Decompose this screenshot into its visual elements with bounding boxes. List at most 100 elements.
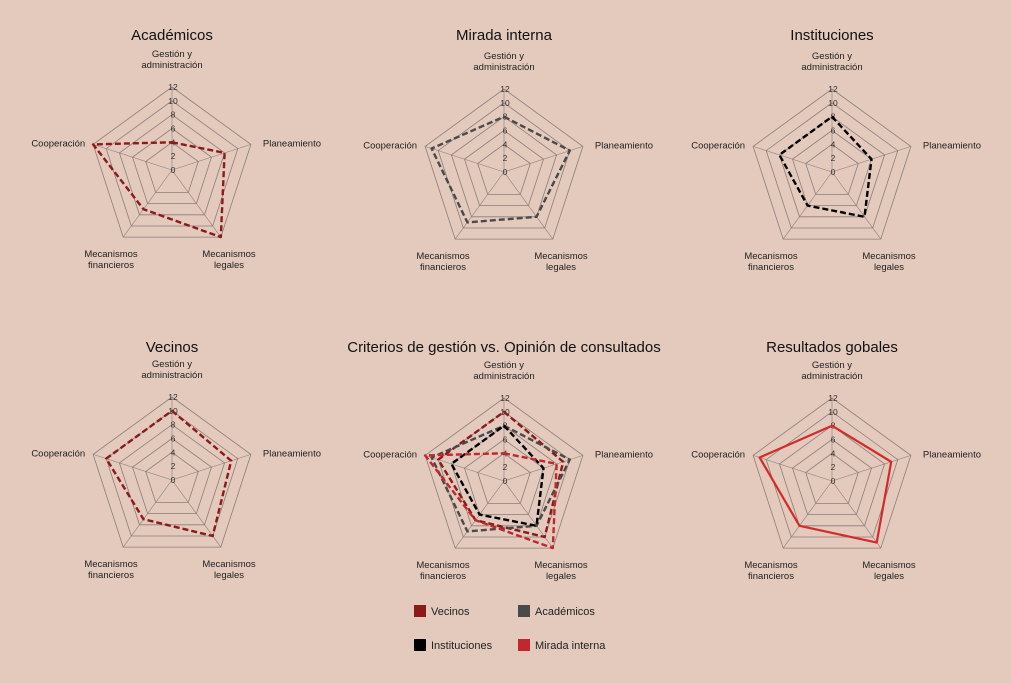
series-line-academicos-chart bbox=[91, 141, 226, 239]
legend-swatch-instituciones bbox=[414, 639, 426, 651]
legend-swatch-vecinos bbox=[414, 605, 426, 617]
legend-label-mirada-interna: Mirada interna bbox=[535, 640, 606, 652]
grid-ring bbox=[450, 116, 558, 218]
grid-ring bbox=[424, 397, 584, 549]
axis-label-gestion-y-administracion: Gestión y administración bbox=[801, 360, 862, 382]
tick-label: 0 bbox=[831, 167, 836, 177]
axis-label-gestion-y-administracion: Gestión y administración bbox=[801, 51, 862, 73]
axis-label-cooperacion: Cooperación bbox=[363, 140, 417, 151]
tick-label: 2 bbox=[171, 151, 176, 161]
tick-label: 10 bbox=[500, 98, 510, 108]
axis-spoke bbox=[171, 169, 222, 238]
axis-spoke bbox=[122, 479, 173, 548]
chart-title: Instituciones bbox=[790, 27, 873, 44]
axis-label-cooperacion: Cooperación bbox=[691, 449, 745, 460]
axis-label-mecanismos-legales: Mecanismos legales bbox=[534, 560, 588, 582]
axis-label-mecanismos-legales: Mecanismos legales bbox=[862, 560, 916, 582]
tick-label: 12 bbox=[168, 82, 178, 92]
tick-label: 12 bbox=[500, 393, 510, 403]
legend-label-vecinos: Vecinos bbox=[431, 606, 470, 618]
tick-label: 8 bbox=[171, 420, 176, 430]
grid-ring bbox=[792, 130, 872, 207]
grid-ring bbox=[145, 141, 199, 193]
tick-label: 4 bbox=[503, 139, 508, 149]
grid-ring bbox=[765, 102, 899, 229]
tick-label: 6 bbox=[171, 434, 176, 444]
chart-title: Mirada interna bbox=[456, 27, 553, 44]
axis-spoke bbox=[171, 454, 251, 481]
grid-ring bbox=[778, 116, 886, 218]
axis-spoke bbox=[831, 455, 911, 482]
axis-label-mecanismos-financieros: Mecanismos financieros bbox=[744, 560, 798, 582]
legend: Vecinos Académicos Instituciones Mirada … bbox=[414, 605, 606, 652]
grid-ring bbox=[437, 102, 571, 229]
series-line-resultados-chart bbox=[758, 424, 893, 544]
axis-spoke bbox=[171, 144, 251, 171]
chart-title: Vecinos bbox=[146, 339, 199, 356]
axis-label-mecanismos-financieros: Mecanismos financieros bbox=[84, 249, 138, 271]
grid-ring bbox=[145, 451, 199, 503]
tick-label: 0 bbox=[171, 165, 176, 175]
tick-label: 2 bbox=[831, 462, 836, 472]
radar-chart-criterios-de-gestion-vs-opinion-de-consultados: Criterios de gestión vs. Opinión de cons… bbox=[347, 339, 661, 582]
axis-label-planeamiento: Planeamiento bbox=[923, 449, 981, 460]
tick-label: 6 bbox=[831, 126, 836, 136]
grid-ring bbox=[118, 424, 226, 526]
axis-label-gestion-y-administracion: Gestión y administración bbox=[141, 359, 202, 381]
grid-ring bbox=[752, 397, 912, 549]
grid-ring bbox=[450, 425, 558, 527]
axis-label-cooperacion: Cooperación bbox=[31, 448, 85, 459]
series-line-instituciones bbox=[450, 424, 545, 527]
axis-label-mecanismos-legales: Mecanismos legales bbox=[202, 249, 256, 271]
series-line-instituciones-chart bbox=[778, 115, 873, 219]
legend-label-instituciones: Instituciones bbox=[431, 640, 493, 652]
tick-label: 0 bbox=[171, 475, 176, 485]
axis-label-planeamiento: Planeamiento bbox=[595, 140, 653, 151]
axis-spoke bbox=[425, 146, 505, 173]
axis-spoke bbox=[122, 169, 173, 238]
grid-ring bbox=[477, 452, 531, 504]
tick-label: 12 bbox=[828, 393, 838, 403]
legend-swatch-mirada-interna bbox=[518, 639, 530, 651]
grid-ring bbox=[92, 396, 252, 548]
axis-label-mecanismos-legales: Mecanismos legales bbox=[862, 251, 916, 273]
tick-label: 0 bbox=[503, 167, 508, 177]
tick-label: 6 bbox=[831, 435, 836, 445]
axis-label-planeamiento: Planeamiento bbox=[923, 140, 981, 151]
axis-label-mecanismos-financieros: Mecanismos financieros bbox=[744, 251, 798, 273]
grid-ring bbox=[92, 86, 252, 238]
grid-ring bbox=[477, 143, 531, 195]
tick-label: 4 bbox=[171, 447, 176, 457]
grid-ring bbox=[132, 128, 212, 205]
axis-spoke bbox=[782, 480, 833, 549]
tick-label: 6 bbox=[171, 124, 176, 134]
axis-label-mecanismos-financieros: Mecanismos financieros bbox=[416, 560, 470, 582]
grid-ring bbox=[752, 88, 912, 240]
chart-title: Académicos bbox=[131, 27, 213, 44]
series-line-mirada-chart bbox=[430, 115, 571, 224]
tick-label: 10 bbox=[828, 98, 838, 108]
tick-label: 2 bbox=[171, 461, 176, 471]
axis-label-cooperacion: Cooperación bbox=[31, 138, 85, 149]
axis-spoke bbox=[503, 171, 554, 240]
tick-label: 10 bbox=[168, 96, 178, 106]
tick-label: 10 bbox=[828, 407, 838, 417]
grid-ring bbox=[132, 438, 212, 514]
charts-layer: Académicos 0 2 4 6 8 10 12 Gestión y administraci… bbox=[31, 27, 981, 582]
grid-ring bbox=[765, 411, 899, 538]
axis-spoke bbox=[831, 171, 882, 240]
axis-spoke bbox=[93, 454, 173, 481]
axis-label-planeamiento: Planeamiento bbox=[263, 448, 321, 459]
chart-title: Criterios de gestión vs. Opinión de cons… bbox=[347, 339, 661, 356]
grid-ring bbox=[464, 439, 544, 515]
grid-ring bbox=[464, 130, 544, 207]
axis-label-gestion-y-administracion: Gestión y administración bbox=[473, 360, 534, 382]
axis-spoke bbox=[753, 455, 833, 482]
legend-label-academicos: Académicos bbox=[535, 606, 595, 618]
series-line-vecinos-chart bbox=[104, 409, 233, 538]
